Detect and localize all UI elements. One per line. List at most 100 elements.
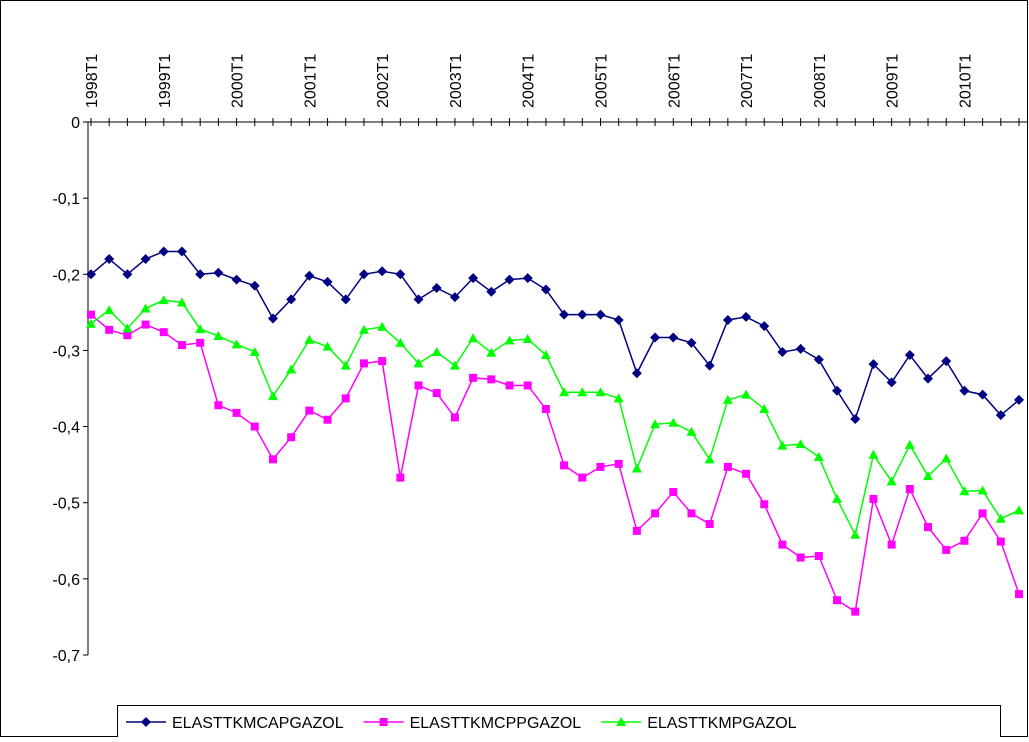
point [559, 309, 570, 320]
point [231, 339, 242, 349]
point [359, 359, 368, 368]
legend-marker [141, 717, 151, 727]
point [468, 273, 479, 284]
point [595, 309, 606, 320]
x-tick-label: 2007T1 [739, 54, 756, 108]
point [323, 415, 332, 424]
point [231, 274, 242, 285]
x-tick-label: 2006T1 [666, 54, 683, 108]
point [742, 469, 751, 478]
point [504, 335, 515, 345]
point [705, 520, 714, 529]
point [413, 294, 424, 305]
point [267, 313, 278, 324]
point [668, 332, 679, 343]
point [560, 461, 569, 470]
x-tick-label: 2001T1 [302, 54, 319, 108]
x-tick-label: 2000T1 [230, 54, 247, 108]
point [868, 449, 879, 459]
point [832, 385, 843, 396]
point [868, 359, 879, 370]
point [413, 358, 424, 368]
point [487, 375, 496, 384]
point [613, 393, 624, 403]
point [977, 389, 988, 400]
point [796, 553, 805, 562]
point [995, 410, 1006, 421]
point [122, 269, 133, 280]
legend-box [117, 705, 1001, 738]
point [996, 537, 1005, 546]
legend-marker [379, 718, 388, 726]
point [396, 473, 405, 482]
point [249, 280, 260, 291]
point [377, 266, 388, 277]
point [613, 314, 624, 325]
point [122, 323, 133, 333]
y-tick-label: -0,2 [52, 267, 80, 284]
point [523, 381, 532, 390]
x-tick-label: 2008T1 [812, 54, 829, 108]
point [650, 332, 661, 343]
point [504, 274, 515, 285]
point [176, 246, 187, 257]
point [759, 321, 770, 332]
y-tick-label: -0,5 [52, 496, 80, 513]
point [286, 364, 297, 374]
point [304, 334, 315, 344]
y-tick-label: -0,1 [52, 191, 80, 208]
point [541, 405, 550, 414]
point [759, 404, 770, 414]
point [213, 267, 224, 278]
point [431, 346, 442, 356]
point [449, 292, 460, 303]
point [704, 360, 715, 371]
point [214, 401, 223, 410]
point [341, 394, 350, 403]
point [540, 349, 551, 359]
point [886, 476, 897, 486]
series-line [90, 314, 1020, 613]
point [614, 459, 623, 468]
point [395, 269, 406, 280]
point [631, 368, 642, 379]
point [340, 360, 351, 370]
point [105, 325, 114, 334]
series-line [90, 299, 1020, 537]
legend-label: ELASTTKMCPPGAZOL [410, 715, 582, 732]
y-tick-label: 0 [71, 115, 80, 132]
point [668, 417, 679, 427]
point [196, 338, 205, 347]
point [578, 473, 587, 482]
point [631, 463, 642, 473]
point [267, 391, 278, 401]
point [176, 297, 187, 307]
point [123, 331, 132, 340]
point [195, 324, 206, 334]
point [232, 408, 241, 417]
point [540, 284, 551, 295]
point [377, 321, 388, 331]
point [522, 273, 533, 284]
point [1014, 505, 1024, 515]
point [177, 341, 186, 350]
point [322, 341, 333, 351]
point [959, 385, 970, 396]
x-tick-label: 2005T1 [593, 54, 610, 108]
point [814, 552, 823, 561]
x-tick-label: 2004T1 [521, 54, 538, 108]
point [1015, 590, 1023, 599]
point [741, 311, 752, 322]
point [469, 373, 478, 382]
point [686, 337, 697, 348]
point [850, 413, 861, 424]
legend-marker [616, 717, 627, 726]
point [340, 294, 351, 305]
legend: ELASTTKMCAPGAZOL ELASTTKMCPPGAZOL ELASTTKM… [117, 705, 1001, 738]
point [249, 346, 260, 356]
point [722, 314, 733, 325]
point [686, 426, 697, 436]
point [959, 486, 970, 496]
point [522, 334, 533, 344]
